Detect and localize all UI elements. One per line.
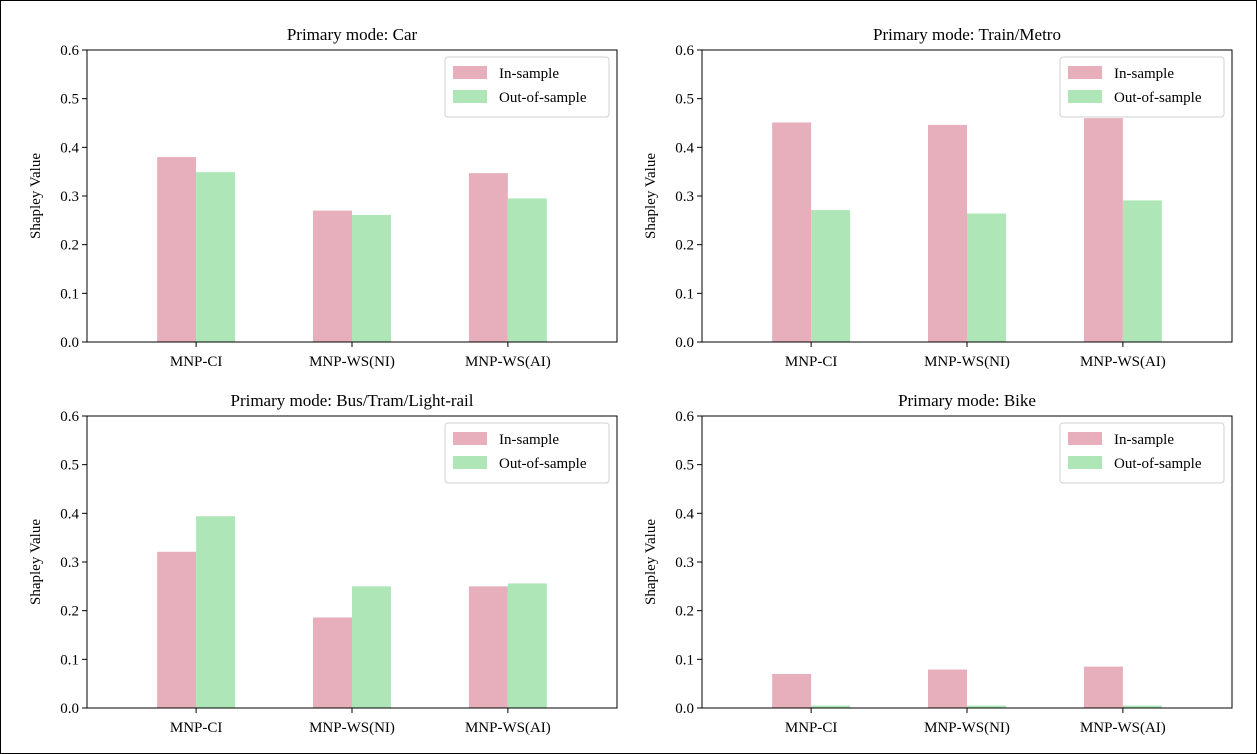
legend-label-in-sample: In-sample [1114, 432, 1174, 448]
y-tick-label: 0.1 [60, 652, 79, 668]
legend-swatch-out-of-sample [1068, 90, 1102, 103]
y-axis-label: Shapley Value [643, 153, 659, 239]
bar-out-of-sample-2 [352, 214, 391, 342]
y-tick-label: 0.2 [60, 238, 79, 254]
chart-title: Primary mode: Train/Metro [873, 25, 1061, 44]
legend-label-in-sample: In-sample [1114, 66, 1174, 82]
y-axis-label: Shapley Value [643, 519, 659, 605]
bar-out-of-sample-1 [811, 210, 851, 342]
legend: In-sample Out-of-sample [1059, 422, 1225, 484]
legend-swatch-out-of-sample [453, 90, 487, 103]
legend-label-in-sample: In-sample [499, 66, 559, 82]
y-tick-label: 0.0 [675, 701, 694, 717]
legend-label-out-of-sample: Out-of-sample [1114, 90, 1202, 106]
legend-label-out-of-sample: Out-of-sample [499, 456, 587, 472]
legend-swatch-in-sample [1068, 66, 1102, 79]
bar-out-of-sample-1 [196, 172, 236, 342]
bar-in-sample-2 [313, 210, 352, 342]
y-tick-label: 0.1 [675, 652, 694, 668]
y-tick-label: 0.1 [675, 286, 694, 302]
bar-out-of-sample-2 [352, 586, 391, 708]
y-tick-label: 0.2 [675, 238, 694, 254]
y-tick-label: 0.4 [60, 140, 79, 156]
y-tick-label: 0.5 [60, 458, 79, 474]
bar-in-sample-3 [1083, 118, 1123, 342]
x-tick-label: MNP-WS(AI) [1080, 354, 1166, 370]
bar-in-sample-2 [928, 669, 967, 708]
legend-swatch-out-of-sample [453, 456, 487, 469]
x-tick-label: MNP-WS(AI) [1080, 720, 1166, 736]
x-tick-label: MNP-WS(NI) [309, 720, 395, 736]
x-tick-label: MNP-WS(NI) [309, 354, 395, 370]
bar-in-sample-3 [468, 173, 508, 342]
y-tick-label: 0.2 [675, 604, 694, 620]
bar-in-sample-1 [772, 673, 812, 708]
legend-label-in-sample: In-sample [499, 432, 559, 448]
x-tick-label: MNP-WS(AI) [465, 720, 551, 736]
y-tick-label: 0.0 [675, 335, 694, 351]
chart-title: Primary mode: Car [287, 25, 418, 44]
x-tick-label: MNP-WS(NI) [924, 720, 1010, 736]
chart-panel-2: 0.0 0.1 0.2 0.3 0.4 0.5 0.6 MNP-CI MNP-WS(NI) MNP… [643, 25, 1233, 370]
bar-out-of-sample-1 [811, 705, 851, 708]
y-tick-label: 0.2 [60, 604, 79, 620]
x-tick-label: MNP-CI [785, 720, 838, 736]
bar-in-sample-1 [772, 122, 812, 342]
legend-label-out-of-sample: Out-of-sample [499, 90, 587, 106]
bar-out-of-sample-2 [967, 213, 1006, 342]
bar-in-sample-3 [468, 586, 508, 708]
y-tick-label: 0.4 [60, 506, 79, 522]
bar-out-of-sample-3 [1122, 705, 1162, 708]
bar-out-of-sample-3 [507, 583, 547, 708]
bar-in-sample-1 [157, 551, 197, 708]
chart-panel-4: 0.0 0.1 0.2 0.3 0.4 0.5 0.6 MNP-CI MNP-WS(NI) MNP… [643, 391, 1233, 736]
y-tick-label: 0.3 [60, 555, 79, 571]
chart-panel-3: 0.0 0.1 0.2 0.3 0.4 0.5 0.6 MNP-CI MNP-WS(NI) MNP… [28, 391, 618, 736]
y-tick-label: 0.4 [675, 140, 694, 156]
y-tick-label: 0.3 [675, 189, 694, 205]
y-tick-label: 0.4 [675, 506, 694, 522]
y-tick-label: 0.6 [675, 43, 694, 59]
y-tick-label: 0.5 [60, 92, 79, 108]
bar-out-of-sample-2 [967, 705, 1006, 708]
bar-in-sample-1 [157, 157, 197, 342]
y-tick-label: 0.3 [60, 189, 79, 205]
y-tick-label: 0.5 [675, 92, 694, 108]
x-tick-label: MNP-CI [785, 354, 838, 370]
legend-swatch-in-sample [453, 432, 487, 445]
chart-panel-1: 0.0 0.1 0.2 0.3 0.4 0.5 0.6 MNP-CI MNP-WS(NI) MNP… [28, 25, 618, 370]
y-tick-label: 0.0 [60, 335, 79, 351]
y-tick-label: 0.3 [675, 555, 694, 571]
legend: In-sample Out-of-sample [1059, 56, 1225, 118]
legend-swatch-out-of-sample [1068, 456, 1102, 469]
legend: In-sample Out-of-sample [444, 56, 610, 118]
y-axis-label: Shapley Value [28, 153, 44, 239]
y-axis-label: Shapley Value [28, 519, 44, 605]
x-tick-label: MNP-WS(NI) [924, 354, 1010, 370]
y-tick-label: 0.6 [675, 409, 694, 425]
bar-out-of-sample-3 [507, 198, 547, 342]
bar-in-sample-2 [313, 617, 352, 708]
x-tick-label: MNP-WS(AI) [465, 354, 551, 370]
bar-out-of-sample-1 [196, 516, 236, 708]
legend-label-out-of-sample: Out-of-sample [1114, 456, 1202, 472]
legend-swatch-in-sample [1068, 432, 1102, 445]
bar-out-of-sample-3 [1122, 200, 1162, 342]
y-tick-label: 0.6 [60, 43, 79, 59]
legend-swatch-in-sample [453, 66, 487, 79]
bar-in-sample-3 [1083, 666, 1123, 708]
chart-title: Primary mode: Bus/Tram/Light-rail [230, 391, 473, 410]
y-tick-label: 0.5 [675, 458, 694, 474]
chart-title: Primary mode: Bike [898, 391, 1036, 410]
x-tick-label: MNP-CI [170, 720, 223, 736]
y-tick-label: 0.6 [60, 409, 79, 425]
legend: In-sample Out-of-sample [444, 422, 610, 484]
y-tick-label: 0.1 [60, 286, 79, 302]
bar-in-sample-2 [928, 124, 967, 343]
x-tick-label: MNP-CI [170, 354, 223, 370]
y-tick-label: 0.0 [60, 701, 79, 717]
